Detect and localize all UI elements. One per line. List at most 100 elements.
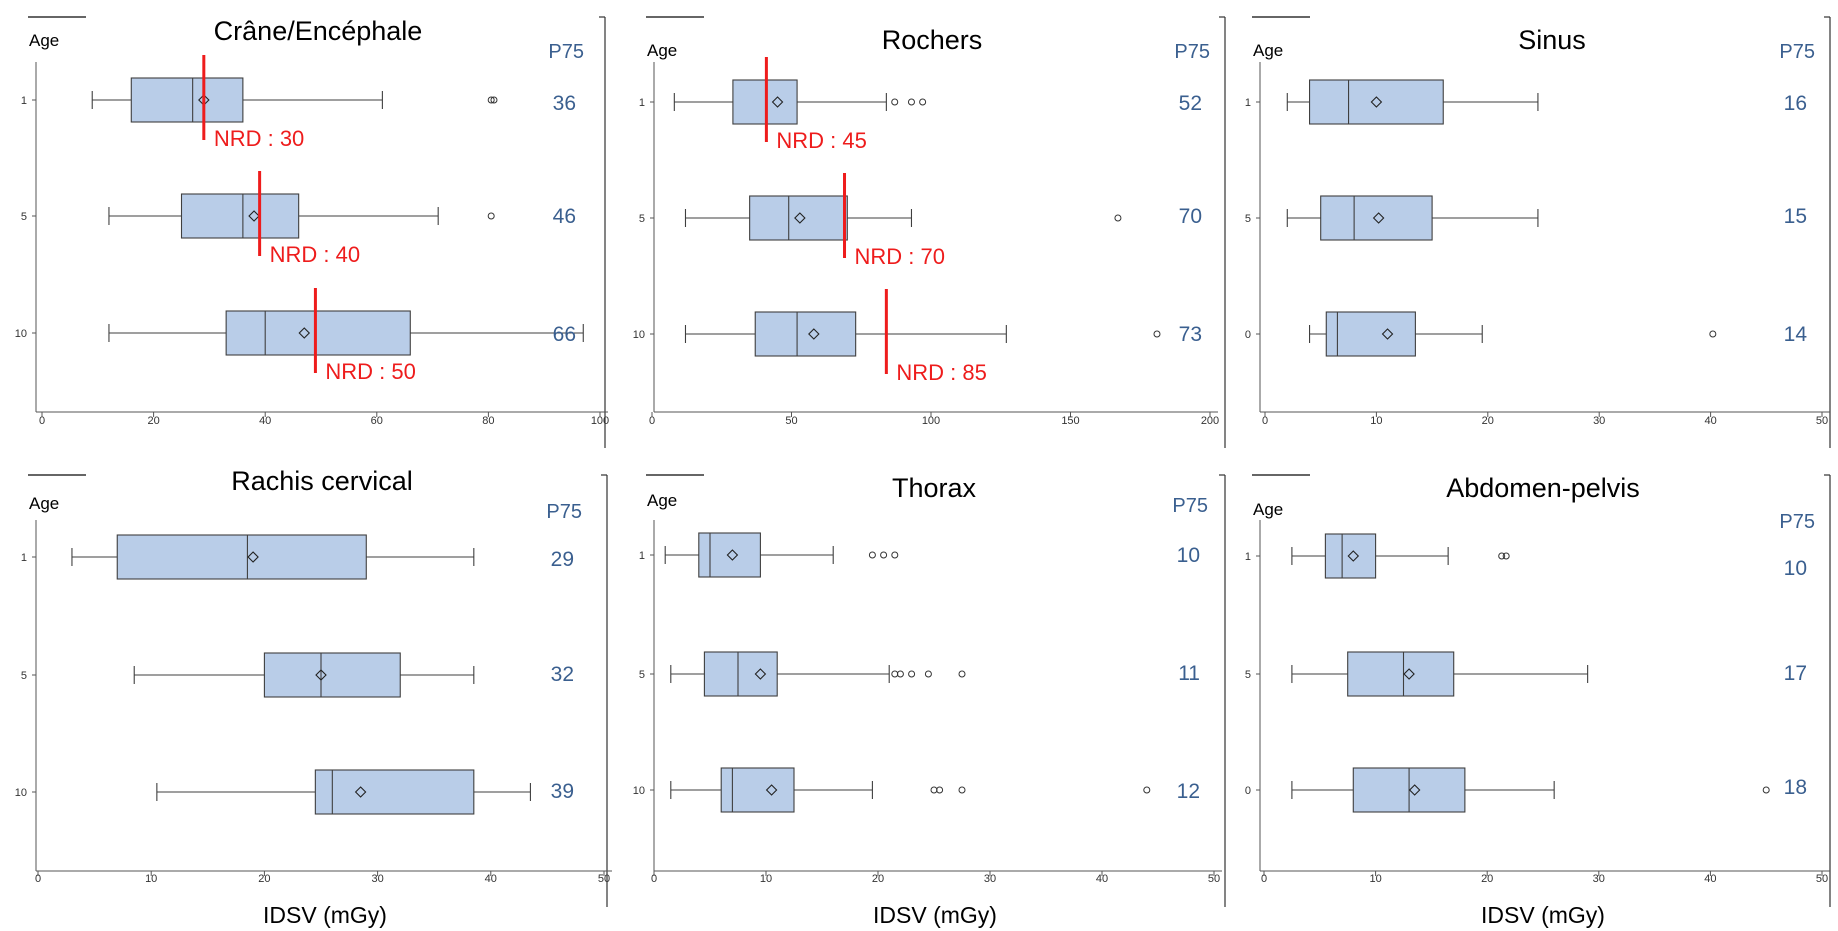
age-category-label: 1: [639, 550, 645, 562]
x-tick-label: 30: [1593, 873, 1605, 885]
outlier-point: [907, 98, 915, 106]
mean-marker: [765, 784, 778, 796]
outlier-point: [936, 786, 944, 794]
chart-panel: Rachis cervical Age P75 0 10 20 30 40 50 IDSV (mG…: [15, 466, 612, 928]
iqr-box: [720, 767, 795, 813]
x-tick-label: 30: [1593, 415, 1605, 427]
iqr-box: [1347, 651, 1455, 697]
x-tick-label: 20: [258, 873, 270, 885]
p75-value: 14: [1784, 323, 1808, 346]
chart-title: Abdomen-pelvis: [1446, 473, 1640, 503]
x-tick-label: 40: [1704, 873, 1716, 885]
x-tick-label: 30: [984, 873, 996, 885]
x-tick-label: 0: [39, 415, 45, 427]
chart-title: Crâne/Encéphale: [214, 16, 423, 46]
x-tick-label: 50: [785, 415, 797, 427]
p75-value: 39: [551, 780, 574, 803]
x-tick-label: 100: [922, 415, 940, 427]
p75-header: P75: [1779, 41, 1815, 63]
outlier-point: [958, 786, 966, 794]
chart-panel: Rochers Age P75 0 50 100 150 200 1 52 5 70 10 73 NRD :…: [633, 16, 1226, 448]
iqr-box: [754, 311, 857, 357]
chart-title: Sinus: [1518, 25, 1586, 55]
outlier-point: [1502, 552, 1510, 560]
iqr-box: [1320, 195, 1433, 241]
age-category-label: 5: [1245, 213, 1251, 225]
x-axis-title: IDSV (mGy): [873, 902, 997, 928]
outlier-point: [1498, 552, 1506, 560]
p75-value: 73: [1179, 323, 1202, 346]
mean-marker: [726, 549, 739, 561]
age-category-label: 5: [21, 211, 27, 223]
x-tick-label: 50: [1816, 873, 1828, 885]
p75-value: 66: [553, 323, 576, 346]
p75-value: 46: [553, 205, 576, 228]
x-tick-label: 50: [1208, 873, 1220, 885]
outlier-point: [487, 96, 495, 104]
mean-marker: [754, 668, 767, 680]
p75-value: 18: [1784, 776, 1807, 799]
p75-value: 70: [1179, 205, 1202, 228]
iqr-box: [703, 651, 778, 697]
mean-marker: [1370, 96, 1383, 108]
mean-marker: [247, 551, 259, 563]
x-tick-label: 20: [1481, 873, 1493, 885]
x-tick-label: 10: [1370, 415, 1382, 427]
iqr-box: [263, 652, 401, 698]
mean-marker: [298, 327, 311, 339]
chart-title: Thorax: [892, 473, 977, 503]
chart-panel: Thorax Age P75 0 10 20 30 40 50 IDSV (mGy) 1 10 5 11 1…: [633, 473, 1226, 928]
outlier-point: [891, 551, 899, 559]
outlier-point: [919, 98, 927, 106]
x-tick-label: 40: [1704, 415, 1716, 427]
age-category-label: 1: [639, 97, 645, 109]
outlier-point: [958, 670, 966, 678]
p75-header: P75: [1174, 41, 1210, 63]
age-category-label: 5: [639, 213, 645, 225]
iqr-box: [1325, 311, 1416, 357]
x-tick-label: 40: [1096, 873, 1108, 885]
iqr-box: [116, 534, 367, 580]
age-category-label: 5: [1245, 669, 1251, 681]
outlier-point: [924, 670, 932, 678]
p75-header: P75: [548, 41, 584, 63]
iqr-box: [130, 77, 244, 123]
iqr-box: [225, 310, 411, 356]
p75-value: 17: [1784, 662, 1807, 685]
mean-marker: [1372, 212, 1385, 224]
x-tick-label: 50: [1816, 415, 1828, 427]
age-category-label: 1: [21, 552, 27, 564]
mean-marker: [1381, 328, 1394, 340]
p75-header: P75: [546, 501, 582, 523]
x-tick-label: 0: [1261, 873, 1267, 885]
age-category-label: 10: [633, 329, 645, 341]
x-tick-label: 0: [1262, 415, 1268, 427]
chart-title: Rochers: [882, 25, 983, 55]
age-axis-label: Age: [647, 41, 677, 60]
age-category-label: 5: [639, 669, 645, 681]
age-category-label: 1: [1245, 97, 1251, 109]
x-tick-label: 0: [649, 415, 655, 427]
age-axis-label: Age: [29, 494, 59, 513]
outlier-point: [868, 551, 876, 559]
p75-value: 12: [1177, 780, 1200, 803]
x-tick-label: 40: [485, 873, 497, 885]
x-tick-label: 80: [482, 415, 494, 427]
p75-value: 32: [551, 663, 574, 686]
age-category-label: 10: [15, 787, 27, 799]
x-tick-label: 0: [651, 873, 657, 885]
age-category-label: 0: [1245, 329, 1251, 341]
outlier-point: [891, 98, 899, 106]
x-tick-label: 10: [145, 873, 157, 885]
iqr-box: [1309, 79, 1444, 125]
p75-value: 29: [551, 548, 574, 571]
x-tick-label: 10: [1369, 873, 1381, 885]
chart-title: Rachis cervical: [231, 466, 413, 496]
p75-header: P75: [1779, 511, 1815, 533]
x-axis-title: IDSV (mGy): [263, 902, 387, 928]
p75-value: 36: [553, 92, 576, 115]
x-tick-label: 60: [371, 415, 383, 427]
outlier-point: [1143, 786, 1151, 794]
